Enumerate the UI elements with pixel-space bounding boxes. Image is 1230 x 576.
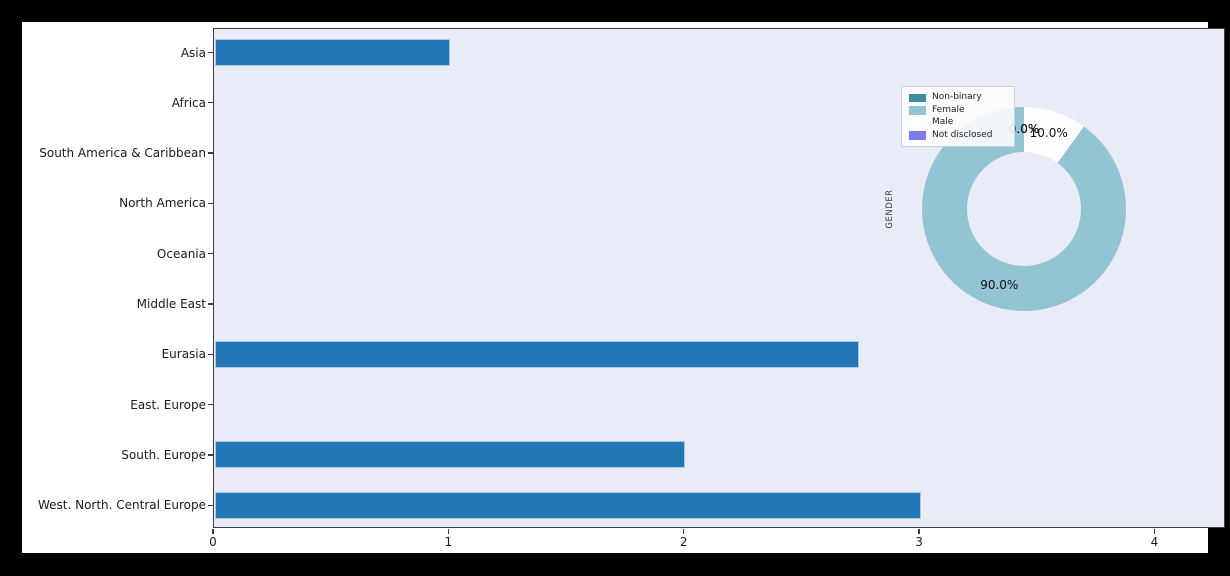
inset-axis-label: GENDER xyxy=(885,189,895,229)
matplotlib-figure: Asia Africa South America & Caribbean North… xyxy=(22,22,1225,553)
y-tick-label: South America & Caribbean xyxy=(39,146,206,161)
pct-label-male: 10.0% xyxy=(1029,125,1068,140)
legend-swatch-icon xyxy=(909,118,926,127)
legend-item-non-binary: Non-binary xyxy=(909,92,1007,104)
pct-label-not-disclosed: 0.0% xyxy=(1008,122,1040,136)
y-tick-mark xyxy=(208,303,213,305)
y-tick-mark xyxy=(208,202,213,205)
x-tick-label: 0 xyxy=(209,535,217,549)
y-tick-label: East. Europe xyxy=(130,397,206,412)
y-tick-label: West. North. Central Europe xyxy=(37,498,206,513)
bar-west-north-central-europe xyxy=(214,491,921,519)
x-tick-label: 2 xyxy=(679,535,688,549)
y-tick-mark xyxy=(208,102,213,104)
legend-swatch-icon xyxy=(909,106,926,115)
x-tick-label: 3 xyxy=(915,535,923,549)
bar-asia xyxy=(214,39,450,66)
x-tick-mark xyxy=(918,529,920,534)
legend-item-male: Male xyxy=(909,117,1007,129)
gender-legend: Non-binary Female Male Not disclosed xyxy=(901,86,1015,147)
y-tick-label: Africa xyxy=(171,95,206,110)
y-tick-label: Oceania xyxy=(156,246,206,261)
y-tick-label: North America xyxy=(119,196,206,211)
x-tick-mark xyxy=(447,529,450,534)
bar-south-europe xyxy=(214,441,686,469)
y-tick-mark xyxy=(208,253,213,255)
y-tick-label: Asia xyxy=(180,45,206,60)
x-tick-mark xyxy=(212,529,214,534)
y-tick-mark xyxy=(208,454,213,456)
y-tick-mark xyxy=(208,504,213,506)
x-tick-label: 1 xyxy=(444,535,453,549)
y-tick-mark xyxy=(208,51,213,54)
bar-eurasia xyxy=(214,340,860,368)
x-tick-mark xyxy=(682,529,685,534)
legend-item-not-disclosed: Not disclosed xyxy=(909,130,1007,142)
legend-item-female: Female xyxy=(909,105,1007,117)
y-tick-mark xyxy=(208,403,213,406)
y-tick-label: Middle East xyxy=(136,297,206,311)
legend-swatch-icon xyxy=(909,93,926,102)
x-tick-label: 4 xyxy=(1150,535,1159,549)
y-tick-mark xyxy=(208,152,213,154)
x-tick-mark xyxy=(1153,529,1156,534)
pct-label-non-binary: 0.0% xyxy=(1008,122,1040,136)
donut-hole xyxy=(967,152,1081,266)
legend-label: Female xyxy=(932,104,965,115)
y-tick-label: Eurasia xyxy=(161,347,206,362)
legend-label: Non-binary xyxy=(932,92,982,103)
legend-label: Not disclosed xyxy=(932,129,993,140)
pct-label-female: 90.0% xyxy=(980,278,1019,293)
legend-swatch-icon xyxy=(909,131,926,140)
y-tick-label: South. Europe xyxy=(121,447,206,462)
y-tick-mark xyxy=(208,353,213,355)
legend-label: Male xyxy=(932,117,954,128)
